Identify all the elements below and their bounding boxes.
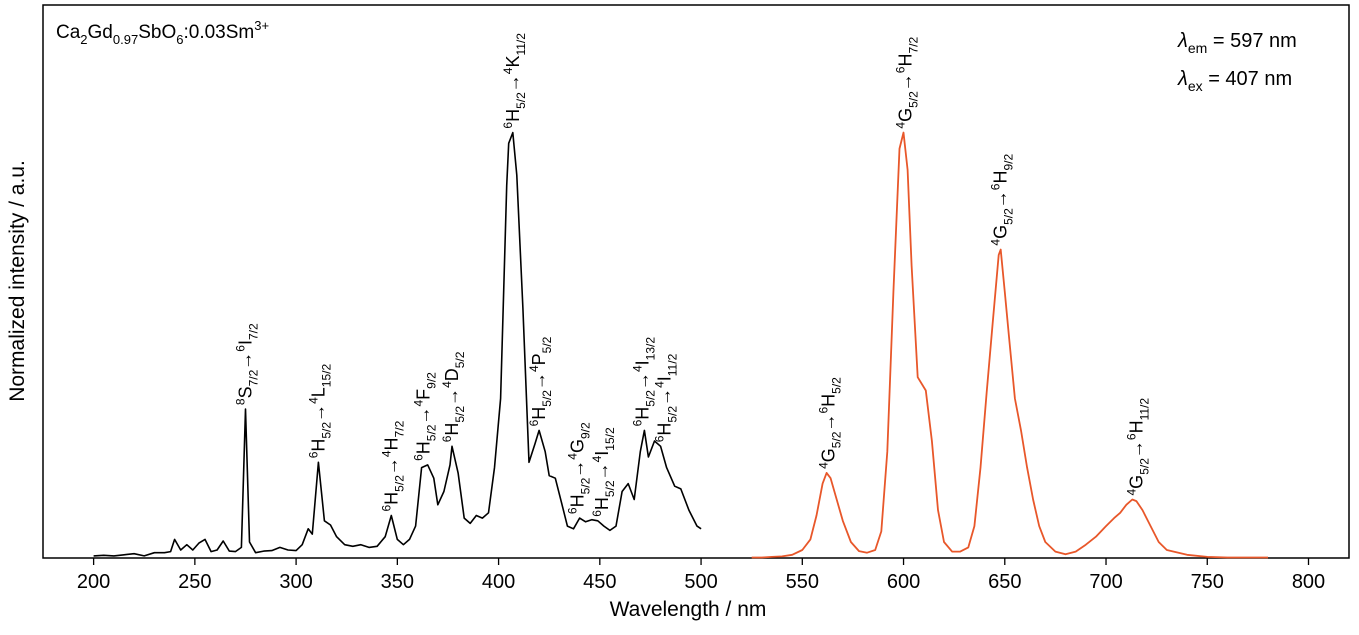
x-tick-label: 300 bbox=[279, 571, 312, 593]
plot-frame bbox=[42, 4, 1350, 559]
peak-label: 6H5/2→4P5/2 bbox=[527, 336, 554, 426]
x-tick-label: 250 bbox=[178, 571, 211, 593]
y-axis-label: Normalized intensity / a.u. bbox=[6, 160, 29, 402]
emission-wavelength-label: λem = 597 nm bbox=[1177, 30, 1297, 56]
peak-label: 6H5/2→4I11/2 bbox=[653, 353, 680, 442]
series-group bbox=[93, 131, 1268, 559]
peak-label: 6H5/2→4I13/2 bbox=[630, 337, 657, 427]
peak-label: 6H5/2→4I15/2 bbox=[590, 427, 617, 517]
peak-label: 6H5/2→4F9/2 bbox=[412, 372, 439, 461]
peak-label: 4G5/2→6H11/2 bbox=[1124, 398, 1151, 496]
peak-label: 4G5/2→6H9/2 bbox=[989, 154, 1016, 246]
excitation-wavelength-label: λex = 407 nm bbox=[1177, 68, 1292, 94]
peak-label: 8S7/2→6I7/2 bbox=[234, 323, 261, 405]
peak-label: 4G5/2→6H5/2 bbox=[817, 377, 844, 469]
x-axis-label: Wavelength / nm bbox=[610, 598, 767, 621]
peak-label: 6H5/2→4G9/2 bbox=[566, 422, 593, 514]
peak-label-group: 8S7/2→6I7/26H5/2→4L15/26H5/2→4H7/26H5/2→… bbox=[234, 33, 1152, 517]
x-tick-label: 750 bbox=[1191, 571, 1224, 593]
peak-label: 6H5/2→4D5/2 bbox=[440, 351, 467, 442]
x-axis: 200 250 300 350 400 450 500 550 600 650 700 750 800 bbox=[77, 558, 1325, 593]
x-tick-label: 350 bbox=[381, 571, 414, 593]
peak-label: 6H5/2→4L15/2 bbox=[306, 364, 333, 459]
x-tick-label: 450 bbox=[583, 571, 616, 593]
x-tick-label: 600 bbox=[887, 571, 920, 593]
x-tick-label: 800 bbox=[1292, 571, 1325, 593]
x-tick-label: 500 bbox=[684, 571, 717, 593]
x-tick-label: 200 bbox=[77, 571, 110, 593]
sample-label: Ca2Gd0.97SbO6:0.03Sm3+ bbox=[56, 18, 269, 47]
peak-label: 4G5/2→6H7/2 bbox=[894, 37, 921, 129]
peak-label: 6H5/2→4H7/2 bbox=[379, 420, 406, 511]
x-tick-label: 700 bbox=[1089, 571, 1122, 593]
x-tick-label: 400 bbox=[482, 571, 515, 593]
peak-label: 6H5/2→4K11/2 bbox=[501, 33, 528, 129]
x-tick-label: 650 bbox=[988, 571, 1021, 593]
emission-spectrum-line bbox=[751, 131, 1268, 559]
x-tick-label: 550 bbox=[786, 571, 819, 593]
excitation-spectrum-line bbox=[93, 131, 702, 557]
